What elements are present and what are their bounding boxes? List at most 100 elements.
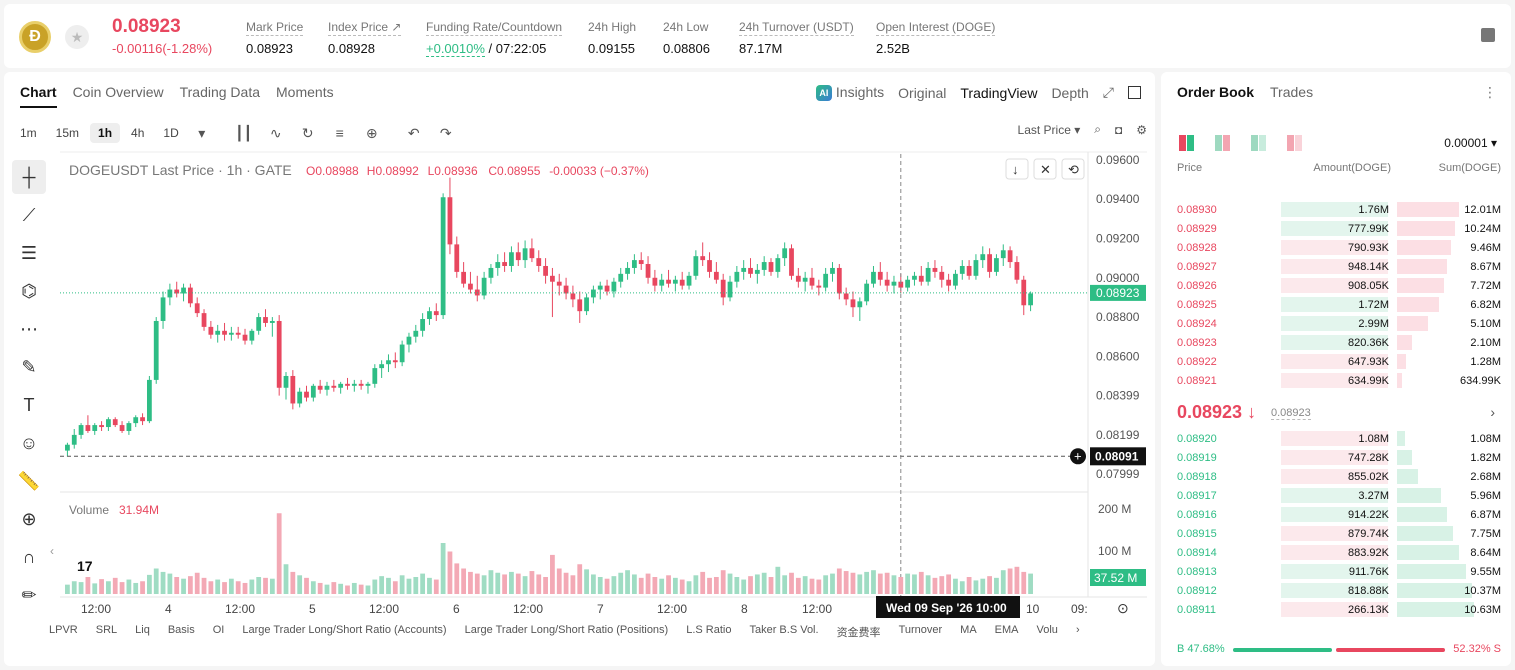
expand-icon[interactable]: ⤢: [1102, 84, 1114, 101]
ruler-icon[interactable]: 📏: [17, 470, 41, 491]
tab-original[interactable]: Original: [898, 84, 947, 101]
ind-ls-ratio[interactable]: L.S Ratio: [686, 624, 732, 636]
ind-basis[interactable]: Basis: [167, 624, 195, 636]
funding-rate-label[interactable]: Funding Rate/Countdown: [426, 20, 563, 36]
bid-row[interactable]: 0.08915 879.74K 7.75M: [1177, 524, 1501, 543]
mode-both-icon[interactable]: [1179, 135, 1195, 151]
bid-row[interactable]: 0.08919 747.28K 1.82M: [1177, 448, 1501, 467]
mode-asks-icon[interactable]: [1215, 135, 1231, 151]
chevron-right-icon[interactable]: ›: [1075, 624, 1080, 636]
replay-icon[interactable]: ↻: [301, 124, 314, 141]
ask-row[interactable]: 0.08930 1.76M 12.01M: [1177, 200, 1501, 219]
row-amount: 948.14K: [1348, 261, 1389, 273]
text-tool-icon[interactable]: T: [23, 394, 35, 415]
ask-row[interactable]: 0.08921 634.99K 634.99K: [1177, 371, 1501, 390]
emoji-icon[interactable]: ☺: [19, 432, 39, 453]
tab-tradingview[interactable]: TradingView: [960, 84, 1038, 101]
pattern-icon[interactable]: ⌬: [21, 280, 37, 301]
mode-bids-icon[interactable]: [1251, 135, 1267, 151]
tab-trading-data[interactable]: Trading Data: [179, 84, 261, 100]
ind-turnover[interactable]: Turnover: [898, 624, 943, 636]
ind-large-trader-accounts[interactable]: Large Trader Long/Short Ratio (Accounts): [242, 624, 447, 636]
tab-coin-overview[interactable]: Coin Overview: [72, 84, 164, 100]
ask-row[interactable]: 0.08922 647.93K 1.28M: [1177, 352, 1501, 371]
add-indicator-icon[interactable]: ⊕: [365, 124, 378, 141]
ind-ma[interactable]: MA: [960, 624, 977, 636]
candle-body: [433, 311, 439, 316]
brush-icon[interactable]: ✎: [21, 356, 37, 377]
crosshair-icon[interactable]: ┼: [12, 160, 46, 194]
candle-body: [502, 262, 507, 266]
ind-ema[interactable]: EMA: [994, 624, 1019, 636]
doge-logo-icon[interactable]: Ð: [19, 21, 51, 53]
chart-canvas[interactable]: 0.09600 0.09400 0.09200 0.09000 0.08800 0.086…: [4, 72, 1155, 666]
volume-bar: [966, 577, 972, 594]
bid-row[interactable]: 0.08920 1.08M 1.08M: [1177, 429, 1501, 448]
redo-icon[interactable]: ↷: [439, 124, 452, 141]
pencil-icon[interactable]: ✏: [21, 584, 37, 605]
tf-1d[interactable]: 1D: [163, 126, 179, 140]
zoom-in-icon[interactable]: ⊕: [21, 508, 37, 529]
ask-row[interactable]: 0.08925 1.72M 6.82M: [1177, 295, 1501, 314]
tab-moments[interactable]: Moments: [276, 84, 334, 100]
tab-insights[interactable]: AI Insights: [815, 84, 884, 102]
ask-row[interactable]: 0.08928 790.93K 9.46M: [1177, 238, 1501, 257]
tab-depth[interactable]: Depth: [1051, 84, 1089, 101]
price-source-select[interactable]: Last Price ▾: [1017, 122, 1081, 137]
ind-taker-bs-vol[interactable]: Taker B.S Vol.: [749, 624, 819, 636]
tab-chart[interactable]: Chart: [20, 84, 57, 108]
bid-row[interactable]: 0.08911 266.13K 10.63M: [1177, 600, 1501, 619]
magnet-icon[interactable]: ∩: [22, 546, 36, 567]
bid-row[interactable]: 0.08917 3.27M 5.96M: [1177, 486, 1501, 505]
index-price-label[interactable]: Index Price ↗: [328, 20, 402, 36]
tf-1m[interactable]: 1m: [20, 126, 37, 140]
ind-volume[interactable]: Volu: [1036, 624, 1058, 636]
book-icon[interactable]: [1481, 28, 1495, 42]
trend-line-icon[interactable]: ⟋: [22, 204, 36, 225]
turnover-24h-label[interactable]: 24h Turnover (USDT): [739, 20, 854, 36]
candle-type-icon[interactable]: ┃┃: [235, 124, 253, 141]
favorite-star-icon[interactable]: ★: [65, 25, 89, 49]
search-icon[interactable]: ⌕: [1094, 122, 1101, 136]
template-icon[interactable]: ≡: [335, 125, 344, 141]
bid-row[interactable]: 0.08913 911.76K 9.55M: [1177, 562, 1501, 581]
horizontal-lines-icon[interactable]: ☰: [20, 242, 38, 263]
ind-large-trader-positions[interactable]: Large Trader Long/Short Ratio (Positions…: [464, 624, 669, 636]
ask-row[interactable]: 0.08927 948.14K 8.67M: [1177, 257, 1501, 276]
ask-row[interactable]: 0.08923 820.36K 2.10M: [1177, 333, 1501, 352]
ind-lpvr[interactable]: LPVR: [49, 624, 78, 636]
bid-row[interactable]: 0.08916 914.22K 6.87M: [1177, 505, 1501, 524]
funding-rate-number[interactable]: +0.0010%: [426, 41, 485, 57]
tf-1h[interactable]: 1h: [90, 123, 121, 143]
open-interest-label[interactable]: Open Interest (DOGE): [876, 20, 996, 36]
ind-srl[interactable]: SRL: [95, 624, 118, 636]
ind-oi[interactable]: OI: [212, 624, 225, 636]
ind-liq[interactable]: Liq: [135, 624, 150, 636]
indicator-icon[interactable]: ∿: [269, 124, 282, 141]
funding-rate-stat: Funding Rate/Countdown +0.0010% / 07:22:…: [426, 18, 563, 57]
caret-down-icon[interactable]: ▾: [198, 124, 206, 141]
mode-sell-icon[interactable]: [1287, 135, 1303, 151]
ask-row[interactable]: 0.08926 908.05K 7.72M: [1177, 276, 1501, 295]
ask-row[interactable]: 0.08924 2.99M 5.10M: [1177, 314, 1501, 333]
chevron-right-icon[interactable]: ›: [1490, 404, 1495, 420]
bid-row[interactable]: 0.08914 883.92K 8.64M: [1177, 543, 1501, 562]
volume-bar: [802, 576, 808, 594]
tab-order-book[interactable]: Order Book: [1177, 84, 1255, 100]
settings-gear-icon[interactable]: ⚙: [1136, 122, 1147, 137]
ind-funding-rate[interactable]: 资金费率: [836, 627, 881, 639]
fib-icon[interactable]: ⋯: [20, 318, 38, 339]
ask-row[interactable]: 0.08929 777.99K 10.24M: [1177, 219, 1501, 238]
undo-icon[interactable]: ↶: [407, 124, 420, 141]
window-icon[interactable]: [1128, 86, 1141, 100]
more-vertical-icon[interactable]: ⋮: [1483, 84, 1497, 100]
precision-select[interactable]: 0.00001 ▾: [1444, 136, 1497, 150]
volume-bar: [461, 568, 467, 594]
camera-icon[interactable]: ◘: [1114, 122, 1123, 137]
tf-15m[interactable]: 15m: [55, 126, 80, 140]
bid-row[interactable]: 0.08912 818.88K 10.37M: [1177, 581, 1501, 600]
mark-price-label[interactable]: Mark Price: [246, 20, 304, 36]
tab-trades[interactable]: Trades: [1270, 84, 1314, 100]
bid-row[interactable]: 0.08918 855.02K 2.68M: [1177, 467, 1501, 486]
tf-4h[interactable]: 4h: [131, 126, 145, 140]
